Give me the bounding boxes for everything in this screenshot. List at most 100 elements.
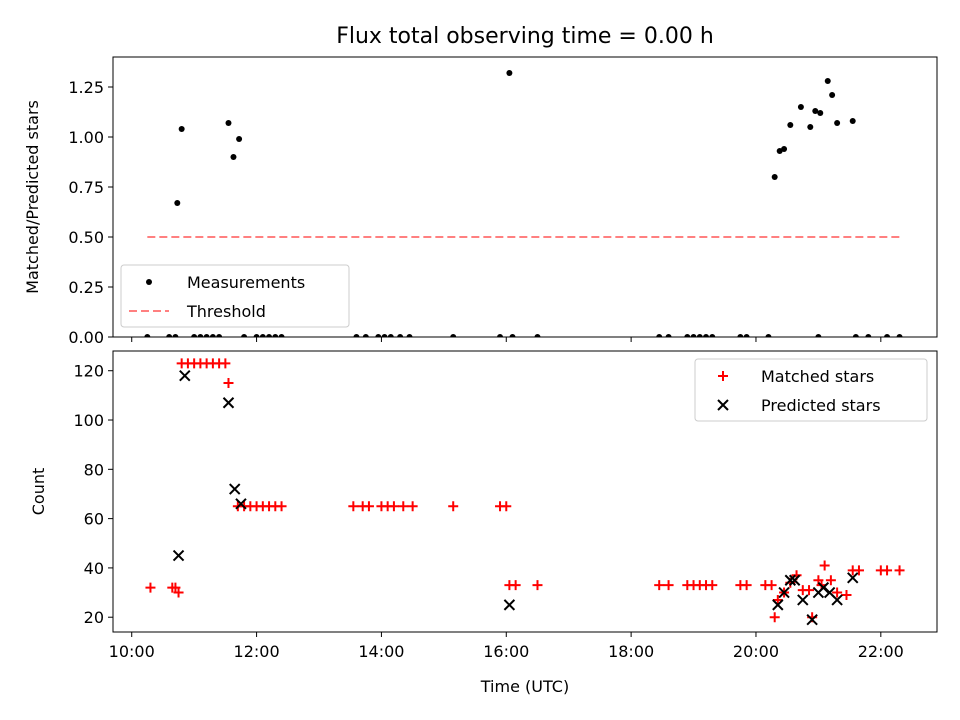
- series-predicted-stars: [172, 369, 859, 626]
- data-point: [406, 334, 413, 337]
- x-axis-label: Time (UTC): [480, 677, 569, 696]
- data-point: [272, 334, 279, 337]
- data-point: [209, 334, 216, 337]
- data-point: [144, 334, 151, 337]
- data-point: [510, 580, 521, 591]
- data-point: [765, 334, 772, 337]
- data-point: [815, 334, 822, 337]
- legend-label: Matched stars: [761, 367, 874, 386]
- data-point: [853, 565, 864, 576]
- x-tick-label: 22:00: [858, 642, 904, 661]
- data-point: [220, 358, 231, 369]
- y-tick-label: 0.00: [68, 328, 104, 347]
- data-point: [665, 334, 672, 337]
- axes-frame: [112, 56, 938, 338]
- data-point: [225, 120, 232, 126]
- y-tick-label: 0.75: [68, 178, 104, 197]
- data-point: [896, 334, 903, 337]
- y-tick-label: 60: [84, 510, 104, 529]
- legend-swatch: [718, 371, 728, 381]
- series-measurements: [144, 70, 903, 337]
- data-point: [259, 334, 266, 337]
- data-point: [741, 580, 752, 591]
- data-point: [766, 580, 777, 591]
- data-point: [362, 334, 369, 337]
- data-point: [807, 124, 814, 130]
- data-point: [841, 590, 852, 601]
- legend-label: Predicted stars: [761, 396, 881, 415]
- data-point: [703, 334, 710, 337]
- data-point: [663, 580, 674, 591]
- data-point: [690, 334, 697, 337]
- x-tick-label: 16:00: [483, 642, 529, 661]
- data-point: [831, 594, 843, 606]
- figure-title: Flux total observing time = 0.00 h: [336, 24, 714, 49]
- data-point: [241, 334, 248, 337]
- plot-area: [145, 358, 905, 626]
- data-point: [743, 334, 750, 337]
- data-point: [772, 599, 784, 611]
- data-point: [771, 174, 778, 180]
- data-point: [534, 334, 541, 337]
- data-point: [353, 334, 360, 337]
- data-point: [781, 146, 788, 152]
- data-point: [166, 334, 173, 337]
- data-point: [450, 334, 457, 337]
- data-point: [884, 334, 891, 337]
- data-point: [216, 334, 223, 337]
- data-point: [229, 483, 241, 495]
- y-tick-label: 1.00: [68, 128, 104, 147]
- data-point: [684, 334, 691, 337]
- data-point: [253, 334, 260, 337]
- data-point: [825, 575, 836, 586]
- data-point: [819, 560, 830, 571]
- data-point: [174, 200, 181, 206]
- legend-box: [120, 264, 350, 328]
- data-point: [501, 501, 512, 512]
- legend-label: Measurements: [187, 273, 305, 292]
- data-point: [230, 154, 237, 160]
- ratio-panel: 0.00 0.25 0.50 0.75 1.00 1.25 Matched/Predicte…: [23, 56, 938, 347]
- data-point: [696, 334, 703, 337]
- data-point: [852, 334, 859, 337]
- data-point: [191, 334, 198, 337]
- x-axis-ticks: [131, 337, 882, 342]
- data-point: [448, 501, 459, 512]
- legend-entry: Measurements: [146, 273, 305, 292]
- data-point: [172, 549, 185, 562]
- x-tick-label: 10:00: [109, 642, 155, 661]
- data-point: [788, 574, 801, 586]
- data-point: [849, 118, 856, 124]
- data-point: [497, 334, 504, 337]
- data-point: [266, 334, 273, 337]
- y-tick-label: 20: [84, 608, 104, 627]
- y-tick-label: 120: [73, 362, 104, 381]
- data-point: [348, 501, 359, 512]
- data-point: [178, 126, 185, 132]
- data-point: [236, 136, 243, 142]
- data-point: [654, 580, 665, 591]
- data-point: [381, 334, 388, 337]
- data-point: [235, 498, 247, 510]
- plot-area: [144, 70, 903, 337]
- data-point: [847, 572, 859, 584]
- data-point: [506, 70, 513, 76]
- y-tick-label: 100: [73, 411, 104, 430]
- legend-entry: Matched stars: [718, 367, 874, 386]
- y-axis-ticks: 20 40 60 80 100 120: [73, 362, 113, 627]
- x-tick-label: 20:00: [733, 642, 779, 661]
- y-tick-label: 0.25: [68, 278, 104, 297]
- data-point: [278, 334, 285, 337]
- x-tick-label: 12:00: [234, 642, 280, 661]
- axes-frame: [112, 350, 938, 633]
- data-point: [223, 378, 234, 389]
- legend-entry: Threshold: [129, 302, 266, 321]
- data-point: [834, 120, 841, 126]
- legend-label: Threshold: [186, 302, 266, 321]
- data-point: [832, 587, 843, 598]
- data-point: [778, 586, 790, 599]
- legend-swatch: [146, 279, 152, 285]
- data-point: [203, 334, 210, 337]
- data-point: [387, 334, 394, 337]
